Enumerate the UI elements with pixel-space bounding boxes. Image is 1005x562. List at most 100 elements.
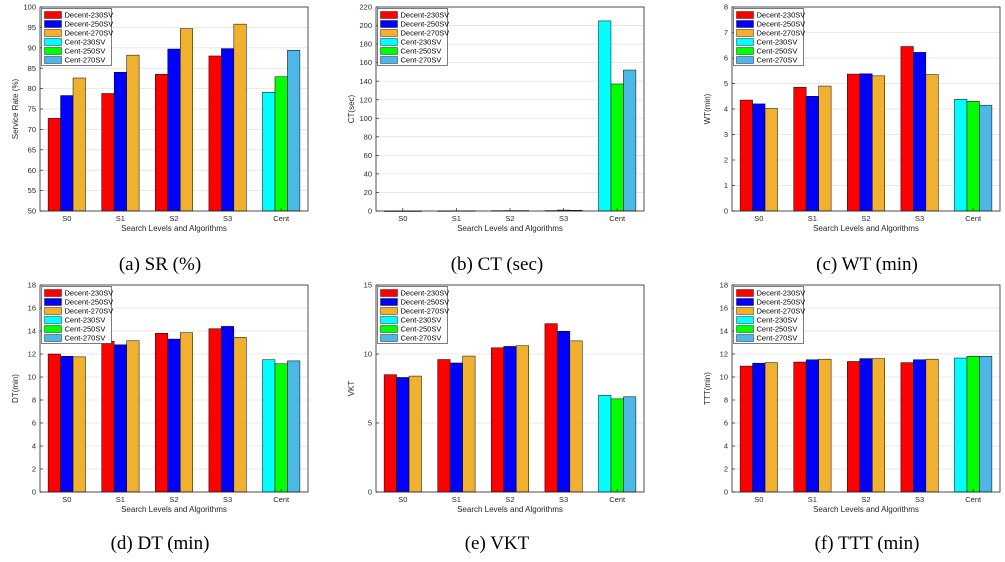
x-tick-label: S2	[861, 214, 870, 223]
legend-label: Cent-270SV	[401, 56, 442, 65]
legend-label: Decent-230SV	[401, 289, 450, 298]
bar-decent-230sv-s2	[847, 73, 861, 212]
legend-swatch	[736, 56, 754, 64]
bar-cent-270sv-cent	[623, 69, 637, 212]
bar-decent-230sv-s1	[793, 361, 807, 493]
bar-decent-230sv-s0	[383, 374, 397, 493]
y-tick-label: 15	[364, 281, 372, 290]
subfigure-caption: (d) DT (min)	[111, 533, 210, 554]
chart-6: 0 2 4 6 8 10 12 14 16 18 S0 S1 S2 S3 Cent Search Levels…	[703, 281, 1001, 554]
bar-decent-270sv-s0	[764, 108, 778, 212]
legend: Decent-230SVDecent-250SVDecent-270SVCent…	[41, 8, 114, 66]
bar-decent-230sv-s3	[544, 323, 558, 493]
bar-cent-250sv-cent	[610, 83, 624, 212]
x-tick-label: S1	[452, 214, 461, 223]
bar-cent-230sv-cent	[954, 357, 968, 493]
axes-box	[39, 284, 309, 493]
bar-cent-250sv-cent	[274, 363, 288, 493]
y-tick-label: 16	[28, 304, 36, 313]
bar-decent-250sv-s1	[805, 359, 819, 493]
bar-decent-270sv-s0	[764, 362, 778, 493]
axes-box	[39, 6, 309, 212]
bar-decent-270sv-s3	[233, 23, 247, 212]
legend-label: Decent-250SV	[401, 298, 450, 307]
x-tick-label: S2	[505, 495, 514, 504]
bar-decent-270sv-s2	[871, 75, 885, 212]
bar-decent-230sv-s0	[739, 99, 753, 212]
bar-decent-250sv-s2	[503, 346, 517, 493]
bar-decent-230sv-s1	[101, 93, 115, 212]
y-tick-label: 18	[28, 281, 36, 290]
bar-decent-250sv-s0	[752, 362, 766, 493]
bar-decent-270sv-s3	[569, 340, 583, 493]
x-tick-label: S2	[169, 495, 178, 504]
bar-decent-270sv-s2	[179, 28, 193, 212]
bar-decent-270sv-s3	[925, 358, 939, 493]
legend-label: Cent-230SV	[65, 316, 106, 325]
bar-decent-250sv-s3	[221, 326, 235, 493]
legend-label: Decent-230SV	[65, 11, 114, 20]
y-tick-label: 0	[368, 207, 372, 216]
y-tick-label: 10	[720, 373, 728, 382]
legend-swatch	[380, 29, 398, 37]
bar-decent-230sv-s1	[793, 87, 807, 212]
x-tick-label: S0	[62, 495, 71, 504]
bar-decent-250sv-s1	[805, 96, 819, 212]
bar-decent-250sv-s0	[60, 95, 74, 212]
y-tick-label: 0	[368, 488, 372, 497]
y-tick-label: 90	[28, 43, 36, 52]
bar-decent-250sv-s2	[859, 358, 873, 493]
y-axis-label: CT(sec)	[347, 94, 356, 123]
y-tick-label: 2	[724, 156, 728, 165]
chart-5: 0 5 10 15 S0 S1 S2 S3 Cent Search Levels and Algo…	[347, 281, 645, 554]
legend-swatch	[736, 20, 754, 28]
y-tick-label: 8	[724, 3, 728, 12]
bar-cent-250sv-cent	[610, 398, 624, 493]
y-tick-label: 3	[724, 130, 728, 139]
bar-decent-230sv-s2	[155, 333, 169, 493]
bar-decent-230sv-s3	[900, 362, 914, 493]
legend-swatch	[380, 11, 398, 19]
subfigure-caption: (b) CT (sec)	[451, 254, 544, 275]
legend-label: Cent-250SV	[757, 325, 798, 334]
legend-swatch	[736, 334, 754, 342]
bar-decent-250sv-s3	[913, 52, 927, 212]
y-tick-label: 0	[724, 488, 728, 497]
x-tick-label: S0	[398, 495, 407, 504]
bar-decent-230sv-s2	[155, 74, 169, 212]
x-tick-label: Cent	[609, 495, 626, 504]
x-tick-label: S0	[754, 214, 763, 223]
legend-label: Decent-270SV	[401, 307, 450, 316]
y-tick-label: 6	[32, 419, 36, 428]
legend-label: Cent-250SV	[757, 47, 798, 56]
legend-swatch	[736, 316, 754, 324]
legend-swatch	[44, 334, 62, 342]
legend-label: Decent-270SV	[757, 307, 806, 316]
x-tick-label: S2	[861, 495, 870, 504]
bar-decent-270sv-s3	[233, 337, 247, 493]
bar-decent-250sv-s0	[396, 377, 410, 493]
bar-decent-230sv-s3	[208, 55, 222, 212]
bar-decent-250sv-s1	[449, 362, 463, 493]
legend-swatch	[380, 38, 398, 46]
bar-decent-270sv-s1	[126, 54, 140, 212]
legend-label: Decent-230SV	[757, 11, 806, 20]
x-tick-label: Cent	[273, 214, 290, 223]
legend-label: Cent-230SV	[401, 316, 442, 325]
y-axis-label: WT(min)	[703, 93, 712, 124]
x-tick-label: S0	[62, 214, 71, 223]
y-tick-label: 18	[720, 281, 728, 290]
bar-decent-270sv-s3	[925, 74, 939, 212]
legend-swatch	[44, 289, 62, 297]
y-tick-label: 5	[368, 419, 372, 428]
bar-decent-270sv-s1	[462, 355, 476, 493]
legend-swatch	[380, 289, 398, 297]
bar-cent-250sv-cent	[966, 356, 980, 493]
bar-decent-250sv-s3	[913, 359, 927, 493]
x-tick-label: S3	[915, 214, 924, 223]
x-tick-label: S0	[398, 214, 407, 223]
x-tick-label: Cent	[965, 495, 982, 504]
x-tick-label: Cent	[609, 214, 626, 223]
bar-cent-230sv-cent	[598, 395, 612, 493]
x-tick-label: S1	[116, 214, 125, 223]
